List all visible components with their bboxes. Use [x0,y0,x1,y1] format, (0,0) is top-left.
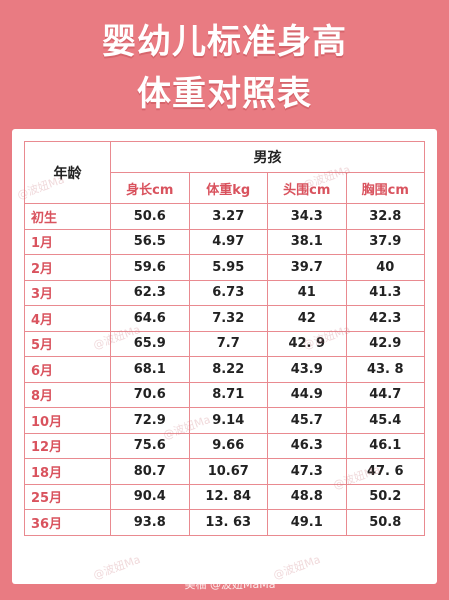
cell-weight: 9.66 [188,432,268,459]
table-row: 初生 50.6 3.27 34.3 32.8 [24,203,425,230]
row-age: 初生 [24,203,111,230]
cell-head: 43.9 [267,356,347,383]
column-header-head: 头围cm [267,172,347,204]
cell-weight: 3.27 [188,203,268,230]
cell-height: 93.8 [110,509,190,536]
cell-chest: 50.2 [345,483,425,510]
table-row: 12月 75.6 9.66 46.3 46.1 [24,432,425,459]
cell-weight: 7.7 [188,330,268,357]
table-row: 2月 59.6 5.95 39.7 40 [24,254,425,281]
cell-head: 49.1 [267,509,347,536]
title-line-1: 婴幼儿标准身高 [102,22,347,62]
cell-height: 50.6 [110,203,190,230]
cell-height: 72.9 [110,407,190,434]
table-card: 年龄 男孩 身长cm 体重kg 头围cm 胸围cm 初生 50.6 3.27 34.3… [12,129,437,584]
cell-weight: 6.73 [188,279,268,306]
cell-height: 70.6 [110,381,190,408]
row-age: 8月 [24,381,111,408]
cell-weight: 13. 63 [188,509,268,536]
cell-head: 46.3 [267,432,347,459]
cell-height: 56.5 [110,228,190,255]
cell-chest: 37.9 [345,228,425,255]
age-header: 年龄 [24,141,111,204]
cell-height: 75.6 [110,432,190,459]
row-age: 25月 [24,483,111,510]
cell-chest: 43. 8 [345,356,425,383]
cell-weight: 10.67 [188,458,268,485]
cell-head: 39.7 [267,254,347,281]
row-age: 1月 [24,228,111,255]
cell-height: 80.7 [110,458,190,485]
cell-chest: 45.4 [345,407,425,434]
title-line-2: 体重对照表 [137,74,312,114]
row-age: 5月 [24,330,111,357]
cell-height: 90.4 [110,483,190,510]
growth-table: 年龄 男孩 身长cm 体重kg 头围cm 胸围cm 初生 50.6 3.27 34.3… [24,141,425,536]
row-age: 6月 [24,356,111,383]
table-row: 1月 56.5 4.97 38.1 37.9 [24,228,425,255]
cell-head: 42 [267,305,347,332]
row-age: 18月 [24,458,111,485]
cell-chest: 47. 6 [345,458,425,485]
cell-weight: 8.22 [188,356,268,383]
cell-height: 65.9 [110,330,190,357]
table-row: 6月 68.1 8.22 43.9 43. 8 [24,356,425,383]
cell-chest: 40 [345,254,425,281]
column-header-chest: 胸围cm [345,172,425,204]
table-row: 36月 93.8 13. 63 49.1 50.8 [24,509,425,536]
cell-weight: 5.95 [188,254,268,281]
row-age: 3月 [24,279,111,306]
row-age: 4月 [24,305,111,332]
cell-head: 34.3 [267,203,347,230]
cell-height: 59.6 [110,254,190,281]
column-header-weight: 体重kg [188,172,268,204]
cell-chest: 44.7 [345,381,425,408]
cell-weight: 8.71 [188,381,268,408]
cell-weight: 4.97 [188,228,268,255]
table-row: 18月 80.7 10.67 47.3 47. 6 [24,458,425,485]
cell-chest: 41.3 [345,279,425,306]
cell-head: 38.1 [267,228,347,255]
cell-chest: 42.3 [345,305,425,332]
cell-chest: 32.8 [345,203,425,230]
column-header-height: 身长cm [110,172,190,204]
table-row: 4月 64.6 7.32 42 42.3 [24,305,425,332]
table-row: 25月 90.4 12. 84 48.8 50.2 [24,483,425,510]
row-age: 12月 [24,432,111,459]
watermark: @波妞Ma [91,552,143,582]
cell-head: 42. 9 [267,330,347,357]
cell-weight: 12. 84 [188,483,268,510]
row-age: 2月 [24,254,111,281]
row-age: 36月 [24,509,111,536]
table-row: 10月 72.9 9.14 45.7 45.4 [24,407,425,434]
cell-height: 64.6 [110,305,190,332]
cell-head: 47.3 [267,458,347,485]
cell-head: 45.7 [267,407,347,434]
row-age: 10月 [24,407,111,434]
cell-chest: 50.8 [345,509,425,536]
table-row: 5月 65.9 7.7 42. 9 42.9 [24,330,425,357]
table-row: 8月 70.6 8.71 44.9 44.7 [24,381,425,408]
cell-chest: 42.9 [345,330,425,357]
cell-height: 62.3 [110,279,190,306]
cell-chest: 46.1 [345,432,425,459]
table-row: 3月 62.3 6.73 41 41.3 [24,279,425,306]
cell-weight: 9.14 [188,407,268,434]
table-body: 初生 50.6 3.27 34.3 32.8 1月 56.5 4.97 38.1 37.9 2月 59… [24,203,425,536]
cell-height: 68.1 [110,356,190,383]
cell-weight: 7.32 [188,305,268,332]
group-header: 男孩 [110,141,425,173]
footer-credit: 美柚 @波妞MaMa [184,578,276,591]
cell-head: 48.8 [267,483,347,510]
cell-head: 44.9 [267,381,347,408]
cell-head: 41 [267,279,347,306]
